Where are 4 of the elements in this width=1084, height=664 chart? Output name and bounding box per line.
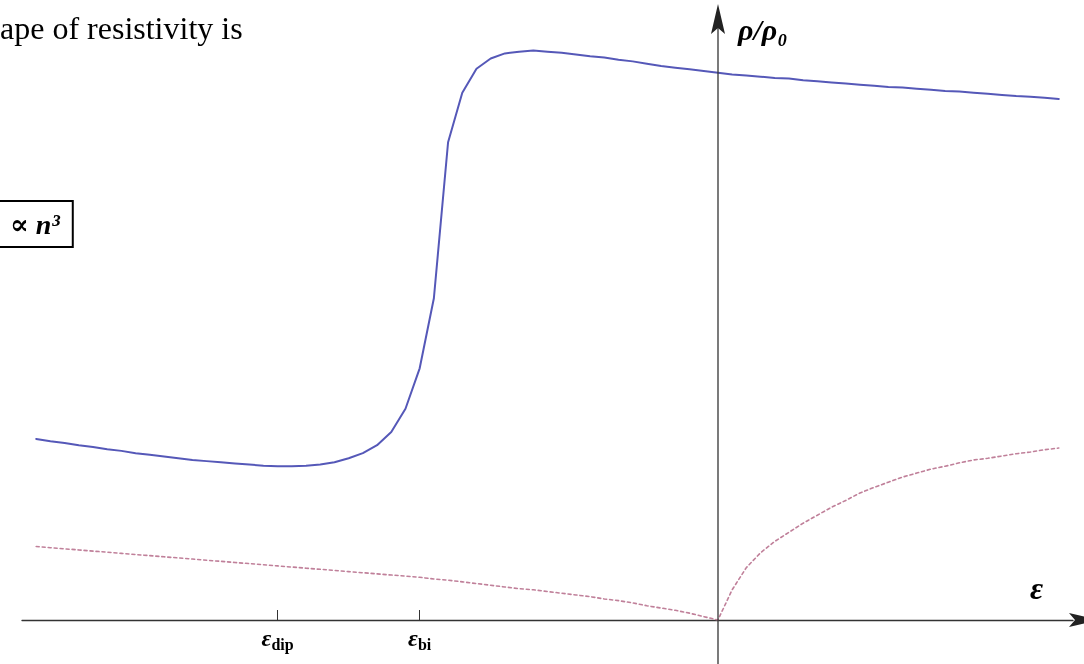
- x-axis-title: ε: [1030, 570, 1044, 606]
- text: ape of resistivity is: [0, 10, 243, 46]
- annotation: ∝ n³: [10, 208, 61, 240]
- y-axis-title: ρ/ρ₀: [737, 12, 788, 46]
